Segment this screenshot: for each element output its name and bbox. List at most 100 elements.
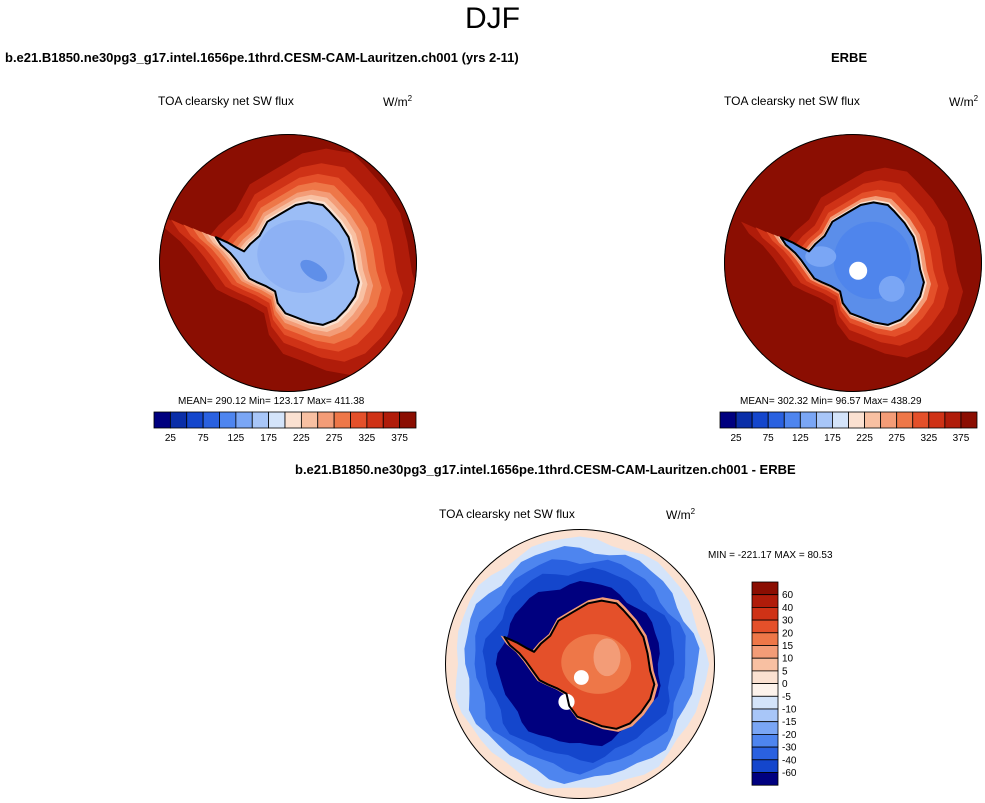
diff-colorbar-box-11 <box>751 721 779 735</box>
obs-colorbar-box-4 <box>783 411 801 429</box>
model-coastline <box>214 201 360 326</box>
diff-colorbar-tick-4: 15 <box>782 641 794 652</box>
model-panel-stats: MEAN= 290.12 Min= 123.17 Max= 411.38 <box>178 396 365 407</box>
diff-colorbar-box-10 <box>751 708 779 723</box>
obs-colorbar-box-2 <box>751 411 769 429</box>
obs-colorbar-tick-0: 25 <box>731 433 743 444</box>
model-colorbar-tick-6: 325 <box>359 433 376 444</box>
model-colorbar-tick-5: 275 <box>326 433 343 444</box>
model-colorbar-box-5 <box>235 411 253 429</box>
diff-polar-map <box>445 529 715 799</box>
diff-colorbar-box-7 <box>751 670 779 685</box>
model-colorbar-tick-4: 225 <box>293 433 310 444</box>
model-interior-blob-1 <box>300 259 328 282</box>
diff-colorbar-box-0 <box>751 581 779 596</box>
obs-colorbar-box-6 <box>815 411 833 429</box>
diff-panel-units: W/m2 <box>666 507 696 522</box>
obs-colorbar-tick-1: 75 <box>763 433 775 444</box>
diff-colorbar-box-9 <box>751 695 779 710</box>
obs-colorbar-box-0 <box>719 411 737 429</box>
diff-colorbar-tick-9: -10 <box>782 705 797 716</box>
model-colorbar-box-13 <box>366 411 384 429</box>
season-title: DJF <box>465 2 520 35</box>
model-colorbar-box-1 <box>169 411 188 429</box>
model-colorbar-box-3 <box>202 411 220 429</box>
diff-interior-blob-2 <box>558 693 575 710</box>
diff-colorbar-tick-11: -20 <box>782 730 797 741</box>
obs-colorbar-box-8 <box>848 411 865 429</box>
diff-coastline <box>503 599 656 730</box>
model-colorbar-box-8 <box>284 411 302 429</box>
model-colorbar-box-12 <box>350 411 368 429</box>
diff-panel-subtitle: TOA clearsky net SW flux <box>439 507 575 521</box>
obs-colorbar: 25 75 125 175 225 275 325 375 <box>719 411 978 444</box>
obs-colorbar-box-13 <box>928 411 946 429</box>
model-panel-title: b.e21.B1850.ne30pg3_g17.intel.1656pe.1th… <box>5 50 519 65</box>
diff-colorbar-tick-14: -60 <box>782 768 797 779</box>
diff-panel-title: b.e21.B1850.ne30pg3_g17.intel.1656pe.1th… <box>295 462 796 477</box>
obs-colorbar-box-5 <box>799 411 817 429</box>
obs-colorbar-box-3 <box>767 411 785 429</box>
diff-colorbar-box-14 <box>751 759 779 773</box>
model-panel-units: W/m2 <box>383 94 413 109</box>
diff-colorbar-tick-0: 60 <box>782 590 794 601</box>
model-colorbar-tick-7: 375 <box>391 433 408 444</box>
model-polar-map <box>159 134 417 392</box>
diff-colorbar-tick-2: 30 <box>782 616 794 627</box>
obs-colorbar-tick-7: 375 <box>953 433 970 444</box>
obs-colorbar-tick-3: 175 <box>824 433 841 444</box>
diff-colorbar-box-2 <box>751 606 779 621</box>
diff-colorbar-tick-5: 10 <box>782 654 794 665</box>
model-colorbar-box-4 <box>219 411 237 429</box>
model-colorbar-tick-3: 175 <box>260 433 277 444</box>
diff-colorbar-tick-10: -15 <box>782 717 797 728</box>
diff-colorbar-box-1 <box>751 594 779 608</box>
obs-colorbar-box-14 <box>944 411 962 429</box>
model-colorbar-tick-1: 75 <box>198 433 210 444</box>
obs-panel-units: W/m2 <box>949 94 979 109</box>
model-colorbar-box-10 <box>317 411 335 429</box>
model-colorbar-tick-2: 125 <box>228 433 245 444</box>
model-panel-subtitle: TOA clearsky net SW flux <box>158 94 294 108</box>
diff-colorbar-box-8 <box>751 683 779 697</box>
obs-colorbar-box-7 <box>832 411 849 429</box>
model-colorbar-box-7 <box>268 411 286 429</box>
diff-colorbar-box-12 <box>751 733 779 748</box>
obs-interior-blob-2 <box>878 275 905 302</box>
diff-colorbar-box-4 <box>751 632 779 646</box>
diff-colorbar-box-3 <box>751 619 779 634</box>
model-field <box>159 134 417 392</box>
model-colorbar-box-6 <box>251 411 270 429</box>
obs-colorbar-tick-2: 125 <box>792 433 809 444</box>
model-colorbar: 25 75 125 175 225 275 325 375 <box>153 411 417 444</box>
diff-colorbar-tick-8: -5 <box>782 692 791 703</box>
obs-colorbar-box-9 <box>864 411 882 429</box>
model-colorbar-tick-0: 25 <box>165 433 177 444</box>
obs-panel-title: ERBE <box>831 50 868 65</box>
obs-colorbar-box-1 <box>735 411 753 429</box>
model-colorbar-box-15 <box>399 411 417 429</box>
obs-colorbar-tick-4: 225 <box>856 433 873 444</box>
model-colorbar-box-2 <box>186 411 204 429</box>
diff-colorbar-tick-1: 40 <box>782 603 794 614</box>
diff-colorbar-tick-3: 20 <box>782 628 794 639</box>
model-map-border <box>159 134 417 392</box>
model-colorbar-box-9 <box>300 411 319 429</box>
obs-panel-stats: MEAN= 302.32 Min= 96.57 Max= 438.29 <box>740 396 922 407</box>
obs-colorbar-tick-5: 275 <box>888 433 905 444</box>
diff-pole-mask <box>573 670 589 685</box>
diff-colorbar-tick-6: 5 <box>782 666 788 677</box>
obs-colorbar-box-10 <box>880 411 898 429</box>
obs-colorbar-box-11 <box>896 411 914 429</box>
obs-polar-map <box>724 134 982 392</box>
model-colorbar-box-0 <box>153 411 171 429</box>
diff-colorbar-tick-7: 0 <box>782 679 788 690</box>
obs-panel-subtitle: TOA clearsky net SW flux <box>724 94 860 108</box>
obs-colorbar-box-12 <box>912 411 930 429</box>
diff-panel-stats: MIN = -221.17 MAX = 80.53 <box>708 550 833 561</box>
diff-colorbar-box-6 <box>751 657 779 672</box>
obs-pole-mask <box>849 261 868 280</box>
model-colorbar-box-14 <box>382 411 401 429</box>
diff-field <box>445 529 715 799</box>
